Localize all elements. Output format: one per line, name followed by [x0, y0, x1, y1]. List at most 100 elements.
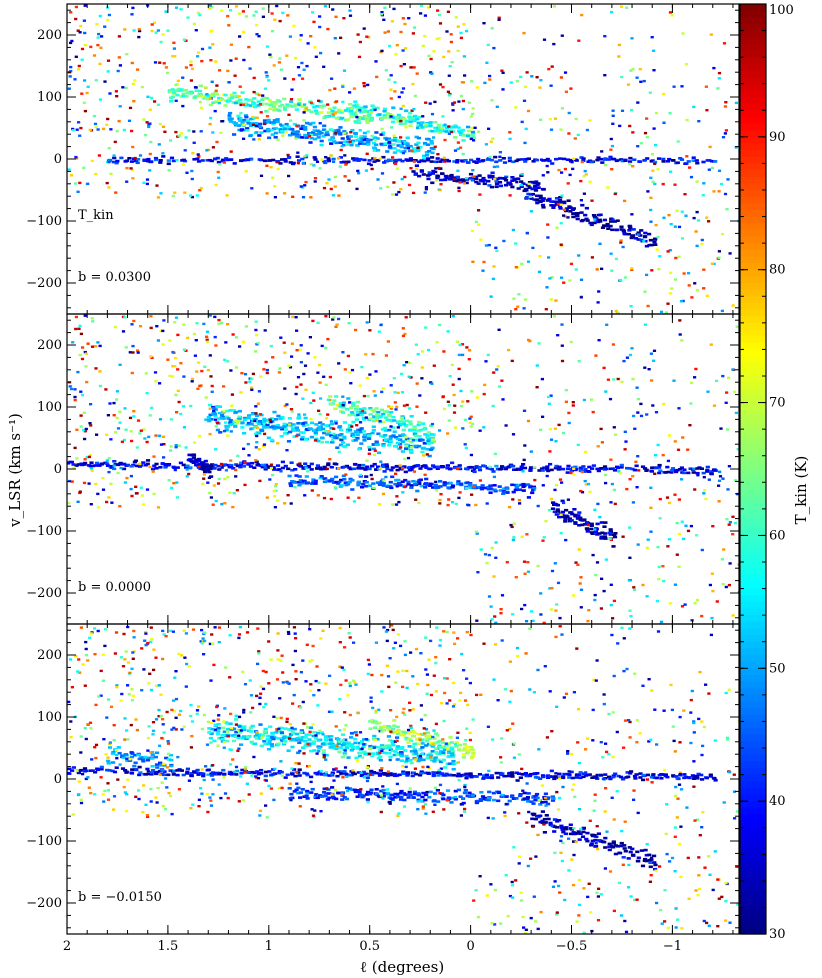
heatmap-pixel	[460, 343, 465, 346]
heatmap-pixel	[347, 426, 352, 429]
heatmap-pixel	[709, 470, 714, 473]
heatmap-pixel	[262, 422, 267, 426]
heatmap-pixel	[448, 92, 452, 96]
heatmap-pixel	[421, 173, 426, 176]
heatmap-pixel	[374, 131, 379, 134]
heatmap-pixel	[389, 419, 394, 423]
heatmap-pixel	[90, 469, 94, 473]
heatmap-pixel	[430, 151, 435, 155]
heatmap-pixel	[537, 270, 542, 274]
heatmap-pixel	[351, 467, 357, 471]
heatmap-pixel	[630, 108, 634, 112]
heatmap-pixel	[465, 29, 469, 33]
heatmap-pixel	[724, 401, 728, 404]
heatmap-pixel	[398, 434, 403, 437]
heatmap-pixel	[142, 428, 146, 431]
heatmap-pixel	[111, 160, 116, 164]
heatmap-pixel	[627, 160, 633, 163]
heatmap-pixel	[399, 117, 404, 120]
heatmap-pixel	[435, 37, 439, 41]
heatmap-pixel	[428, 484, 433, 487]
heatmap-pixel	[693, 488, 697, 491]
heatmap-pixel	[659, 310, 664, 314]
heatmap-pixel	[653, 243, 658, 246]
heatmap-pixel	[400, 440, 405, 443]
heatmap-pixel	[299, 127, 304, 130]
heatmap-pixel	[213, 335, 217, 339]
heatmap-pixel	[168, 374, 172, 378]
heatmap-pixel	[358, 40, 362, 44]
heatmap-pixel	[574, 117, 578, 121]
heatmap-pixel	[198, 189, 202, 192]
heatmap-pixel	[441, 758, 446, 762]
heatmap-pixel	[348, 110, 353, 113]
heatmap-pixel	[381, 155, 386, 159]
heatmap-pixel	[478, 193, 482, 196]
heatmap-pixel	[560, 34, 564, 37]
heatmap-pixel	[290, 426, 295, 430]
heatmap-pixel	[609, 217, 614, 221]
heatmap-pixel	[218, 69, 222, 72]
heatmap-pixel	[368, 373, 372, 376]
heatmap-pixel	[244, 170, 248, 173]
heatmap-pixel	[387, 405, 391, 408]
heatmap-pixel	[677, 225, 682, 229]
heatmap-pixel	[302, 119, 306, 122]
heatmap-pixel	[319, 436, 325, 440]
heatmap-pixel	[666, 470, 671, 474]
heatmap-pixel	[246, 735, 251, 739]
heatmap-pixel	[255, 33, 259, 36]
heatmap-pixel	[328, 738, 333, 741]
heatmap-pixel	[227, 115, 232, 118]
heatmap-pixel	[330, 109, 335, 113]
heatmap-pixel	[343, 175, 347, 178]
heatmap-pixel	[409, 484, 414, 487]
heatmap-pixel	[243, 373, 248, 376]
heatmap-pixel	[337, 108, 342, 112]
heatmap-pixel	[109, 438, 113, 441]
heatmap-pixel	[632, 468, 637, 472]
heatmap-pixel	[508, 194, 512, 197]
heatmap-pixel	[505, 561, 509, 564]
heatmap-pixel	[604, 481, 608, 485]
heatmap-pixel	[372, 415, 377, 418]
heatmap-pixel	[243, 104, 248, 107]
heatmap-pixel	[89, 503, 93, 506]
heatmap-pixel	[520, 158, 525, 161]
heatmap-pixel	[446, 159, 451, 163]
heatmap-pixel	[339, 111, 344, 114]
heatmap-pixel	[370, 431, 375, 435]
heatmap-pixel	[571, 207, 576, 210]
heatmap-pixel	[255, 92, 260, 96]
heatmap-pixel	[368, 448, 372, 451]
heatmap-pixel	[610, 144, 615, 148]
heatmap-pixel	[701, 194, 705, 197]
heatmap-pixel	[510, 179, 515, 182]
heatmap-pixel	[395, 116, 400, 119]
heatmap-pixel	[382, 420, 386, 423]
heatmap-pixel	[369, 473, 373, 477]
heatmap-pixel	[436, 9, 440, 12]
heatmap-pixel	[356, 467, 361, 470]
heatmap-pixel	[189, 63, 193, 67]
heatmap-pixel	[591, 553, 595, 557]
heatmap-pixel	[146, 95, 150, 98]
heatmap-pixel	[279, 336, 283, 339]
heatmap-pixel	[350, 368, 355, 372]
heatmap-pixel	[392, 430, 397, 433]
heatmap-pixel	[602, 224, 607, 228]
heatmap-pixel	[436, 465, 441, 469]
heatmap-pixel	[405, 361, 409, 364]
heatmap-pixel	[672, 85, 676, 88]
heatmap-pixel	[106, 18, 110, 22]
heatmap-pixel	[343, 109, 349, 112]
heatmap-pixel	[608, 397, 613, 401]
heatmap-pixel	[220, 466, 224, 469]
heatmap-pixel	[356, 483, 361, 487]
heatmap-pixel	[297, 103, 301, 106]
heatmap-pixel	[584, 521, 589, 524]
heatmap-pixel	[628, 478, 632, 481]
heatmap-pixel	[400, 177, 404, 181]
heatmap-pixel	[733, 390, 737, 394]
heatmap-pixel	[166, 463, 171, 467]
